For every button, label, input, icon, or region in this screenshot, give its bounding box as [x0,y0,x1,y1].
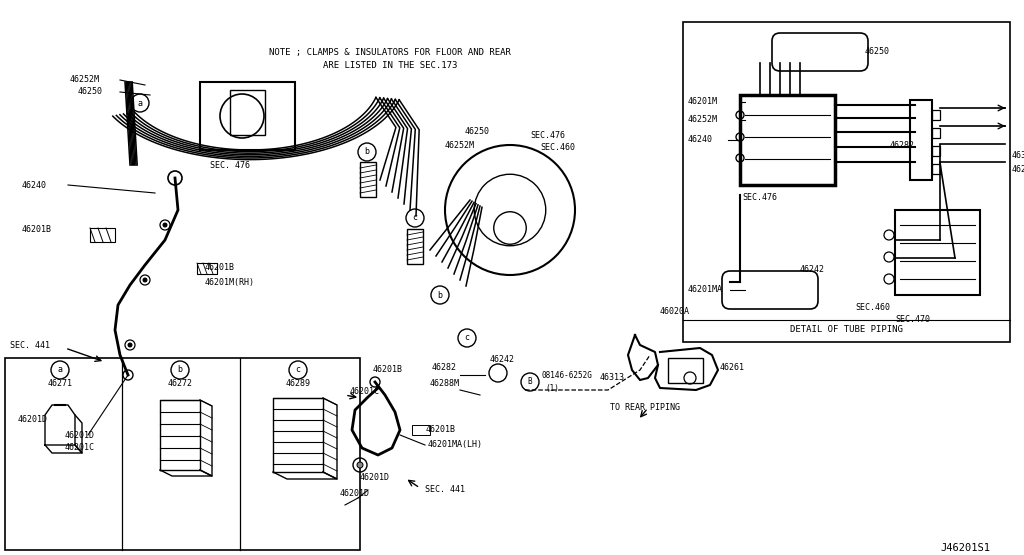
Text: 46201MA: 46201MA [688,285,723,295]
Text: SEC. 441: SEC. 441 [10,341,50,350]
Text: 46201D: 46201D [65,431,95,440]
Bar [895,210,980,295]
Bar [90,228,115,242]
Text: 46201B: 46201B [205,264,234,273]
Text: 46261: 46261 [720,364,745,372]
Bar [230,90,265,135]
Text: 46250: 46250 [465,128,490,137]
Bar [360,162,376,197]
Text: 46240: 46240 [688,135,713,144]
Text: 46201MA(LH): 46201MA(LH) [428,441,483,450]
Text: 46313: 46313 [1012,150,1024,159]
Bar [683,22,1010,342]
Text: 46313: 46313 [600,374,625,382]
Bar [412,425,430,435]
Circle shape [128,343,132,347]
Text: 46252M: 46252M [445,140,475,149]
Text: 46201M(RH): 46201M(RH) [205,278,255,286]
Bar [910,100,932,180]
Bar [197,263,217,274]
Text: TO REAR PIPING: TO REAR PIPING [610,403,680,412]
Text: 46201C: 46201C [65,443,95,452]
Text: 46242: 46242 [800,265,825,275]
Text: 46288M: 46288M [430,379,460,387]
Text: NOTE ; CLAMPS & INSULATORS FOR FLOOR AND REAR: NOTE ; CLAMPS & INSULATORS FOR FLOOR AND… [269,48,511,57]
Text: 46289: 46289 [286,379,310,387]
Text: 46201D: 46201D [340,488,370,497]
Bar [668,358,703,383]
Text: 46252M: 46252M [70,75,100,84]
Circle shape [357,462,362,468]
Text: ARE LISTED IN THE SEC.173: ARE LISTED IN THE SEC.173 [323,60,457,69]
Text: b: b [437,290,442,300]
Text: 46250: 46250 [865,48,890,57]
Bar [740,95,835,185]
Text: 46201B: 46201B [22,225,52,235]
Text: SEC.460: SEC.460 [855,302,890,311]
Text: SEC. 476: SEC. 476 [210,160,250,169]
Text: 46272: 46272 [168,379,193,387]
Text: 46282: 46282 [890,140,915,149]
Text: 46282: 46282 [432,362,457,371]
Text: b: b [365,148,370,157]
Text: SEC. 441: SEC. 441 [425,486,465,495]
Text: c: c [413,214,418,223]
Text: 46201D: 46201D [18,416,48,425]
Text: 46250: 46250 [78,88,103,97]
Text: 08146-6252G: 08146-6252G [542,371,593,380]
Text: 46201B: 46201B [373,366,403,375]
Text: 46242: 46242 [490,356,515,365]
Bar [932,146,940,156]
Text: b: b [177,366,182,375]
Text: 46201D: 46201D [360,473,390,482]
Text: a: a [57,366,62,375]
Bar [200,82,295,150]
Bar [932,110,940,120]
Text: 46201B: 46201B [426,426,456,435]
Text: 46271: 46271 [47,379,73,387]
Text: SEC.460: SEC.460 [540,144,575,153]
Text: SEC.470: SEC.470 [895,315,930,324]
Circle shape [163,223,167,227]
Text: 46288M: 46288M [1012,165,1024,174]
Text: c: c [296,366,300,375]
Text: a: a [137,98,142,108]
Text: DETAIL OF TUBE PIPING: DETAIL OF TUBE PIPING [790,325,902,335]
Bar [5,358,360,550]
Text: 46020A: 46020A [660,307,690,316]
Bar [932,128,940,138]
Circle shape [143,278,147,282]
Text: 46240: 46240 [22,180,47,189]
Text: B: B [527,377,532,386]
Text: 46201M: 46201M [688,98,718,107]
Text: 46201C: 46201C [350,387,380,396]
Text: (1): (1) [545,384,559,392]
Text: SEC.476: SEC.476 [530,130,565,139]
Text: 46252M: 46252M [688,115,718,124]
Bar [932,164,940,174]
Text: J46201S1: J46201S1 [940,543,990,553]
Text: c: c [465,334,469,342]
Text: SEC.476: SEC.476 [742,193,777,201]
Bar [407,229,423,264]
